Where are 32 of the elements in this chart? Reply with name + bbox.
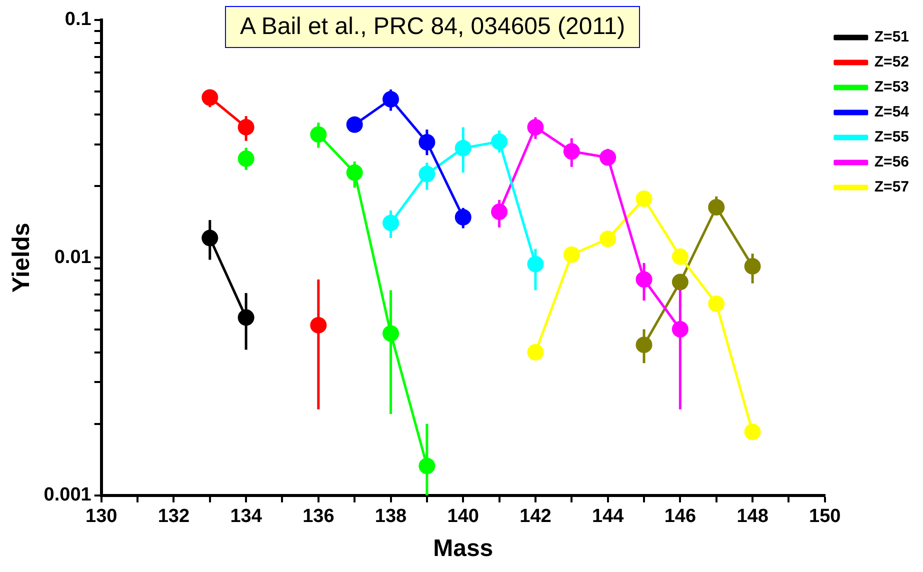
point bbox=[563, 246, 580, 263]
point bbox=[636, 190, 652, 208]
legend-label: Z=56 bbox=[874, 154, 909, 171]
point bbox=[346, 116, 363, 133]
y-tick-label: 0.01 bbox=[54, 246, 92, 268]
legend-label: Z=52 bbox=[874, 54, 909, 71]
point bbox=[708, 296, 725, 312]
y-axis-title: Yields bbox=[8, 222, 36, 293]
x-tick-label: 144 bbox=[592, 506, 624, 528]
legend-label: Z=54 bbox=[874, 104, 910, 121]
point bbox=[744, 424, 761, 440]
legend-label: Z=53 bbox=[874, 78, 909, 96]
x-tick-label: 132 bbox=[158, 506, 190, 528]
x-tick-label: 150 bbox=[809, 506, 841, 528]
legend-label: Z=51 bbox=[874, 28, 909, 46]
x-tick-label: 140 bbox=[447, 506, 479, 528]
y-tick-label: 0.001 bbox=[44, 484, 92, 506]
x-tick-label: 138 bbox=[374, 506, 407, 528]
x-tick-label: 148 bbox=[736, 506, 768, 528]
x-tick-label: 134 bbox=[230, 506, 262, 528]
x-tick-label: 146 bbox=[664, 506, 696, 528]
point bbox=[600, 230, 616, 248]
x-axis-title: Mass bbox=[433, 535, 494, 562]
point bbox=[672, 248, 688, 265]
x-tick-label: 130 bbox=[85, 506, 118, 528]
annotation: A Bail et al., PRC 84, 034605 (2011) bbox=[225, 6, 640, 48]
x-tick-label: 142 bbox=[520, 506, 552, 528]
legend-label: Z=55 bbox=[874, 128, 909, 146]
x-tick-label: 136 bbox=[302, 506, 334, 528]
legend-label: Z=57 bbox=[874, 178, 909, 196]
y-tick-label: 0.1 bbox=[64, 9, 92, 30]
point bbox=[527, 344, 544, 361]
